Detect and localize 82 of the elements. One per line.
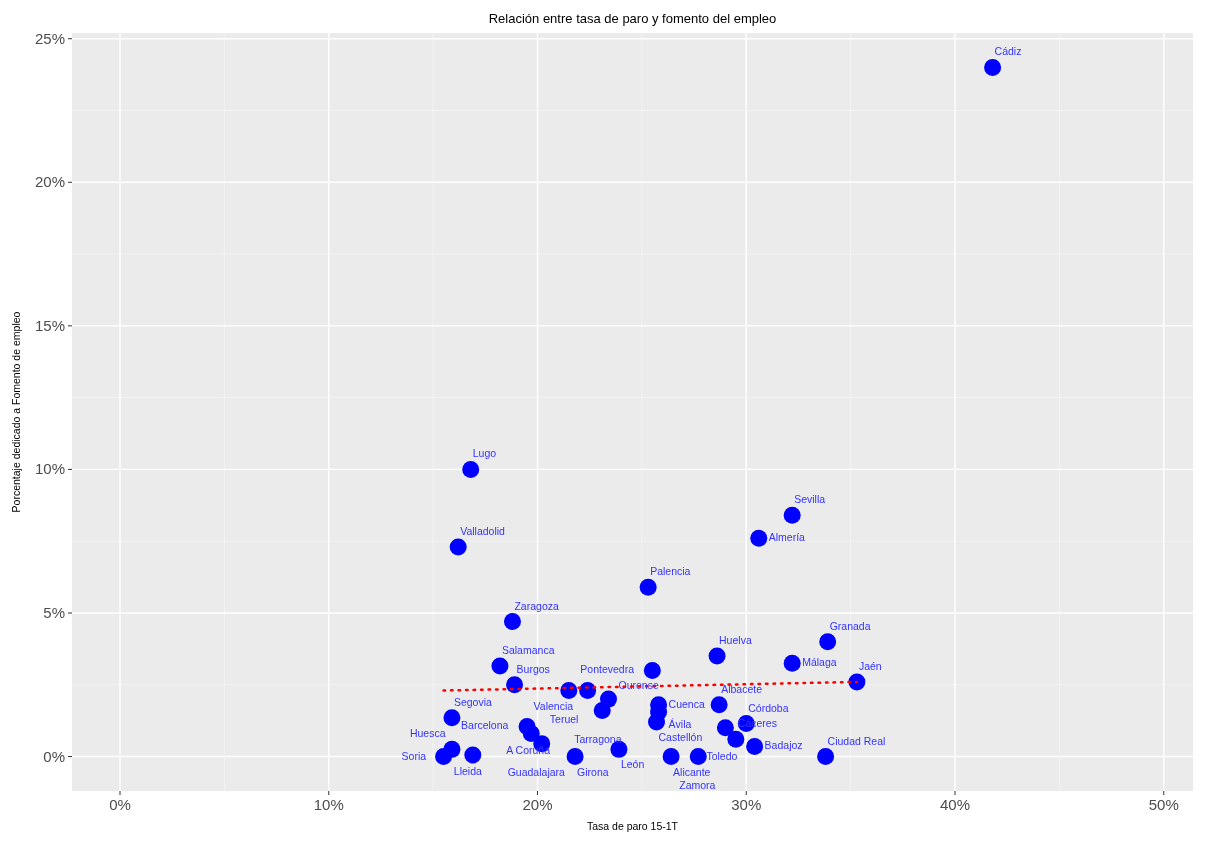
annotation: Málaga <box>802 656 837 669</box>
annotation: Girona <box>577 765 609 778</box>
point <box>783 506 801 524</box>
chart-title: Relación entre tasa de paro y fomento del empleo <box>488 11 777 26</box>
point <box>783 654 801 672</box>
annotation: Huesca <box>409 727 446 740</box>
point <box>708 647 726 665</box>
annotation: Salamanca <box>501 644 555 657</box>
annotation: Huelva <box>719 634 752 647</box>
x-tick-label: 40% <box>940 796 971 813</box>
y-tick-label: 15% <box>34 316 65 334</box>
annotation: Pontevedra <box>580 663 635 676</box>
point <box>662 748 680 766</box>
y-tick-label: 10% <box>34 460 65 478</box>
annotation: León <box>620 758 645 771</box>
point <box>522 725 540 743</box>
annotation: Zaragoza <box>514 599 559 612</box>
point <box>462 460 480 478</box>
annotation: Lleida <box>453 765 482 778</box>
annotation: Sevilla <box>794 493 826 506</box>
annotation: Valencia <box>533 699 574 712</box>
annotation: Ciudad Real <box>827 734 886 747</box>
point <box>648 713 666 731</box>
annotation: A Coruña <box>506 743 551 756</box>
point <box>746 738 764 755</box>
point <box>566 748 584 766</box>
annotation: Ávila <box>668 718 692 731</box>
y-tick-label: 5% <box>43 603 65 621</box>
annotation: Teruel <box>549 712 579 725</box>
annotation: Almería <box>768 531 806 544</box>
annotation: Cádiz <box>994 45 1022 58</box>
point <box>579 682 597 700</box>
y-tick-label: 20% <box>34 173 65 191</box>
y-tick-label: 0% <box>43 747 65 765</box>
point <box>984 58 1002 76</box>
annotation: Zamora <box>679 778 716 791</box>
annotation: Granada <box>829 619 871 632</box>
point <box>639 578 657 596</box>
point <box>727 730 745 748</box>
x-axis-title: Tasa de paro 15-1T <box>586 820 679 832</box>
annotation: Tarragona <box>574 732 622 745</box>
annotation: Soria <box>401 749 427 762</box>
annotation: Valladolid <box>460 524 506 537</box>
annotation: Guadalajara <box>507 765 566 778</box>
annotation: Alicante <box>673 765 711 778</box>
annotation: Cuenca <box>668 697 705 710</box>
point <box>449 538 467 556</box>
annotation: Lugo <box>472 447 497 460</box>
point <box>491 657 509 675</box>
point <box>819 633 837 651</box>
point <box>560 682 578 700</box>
annotation: Ourense <box>618 679 659 692</box>
point <box>464 746 482 764</box>
annotation: Albacete <box>721 682 763 695</box>
point <box>443 709 461 727</box>
point <box>716 719 734 737</box>
annotation: Segovia <box>453 695 493 708</box>
point <box>503 613 521 631</box>
x-tick-label: 30% <box>731 796 762 813</box>
annotation: Burgos <box>516 662 550 675</box>
point <box>689 748 707 766</box>
point <box>593 702 611 720</box>
y-tick-label: 25% <box>34 29 65 47</box>
annotation: Toledo <box>706 749 738 762</box>
annotation: Castellón <box>658 731 703 744</box>
point <box>848 673 866 691</box>
y-axis-title: Porcentaje dedicado a Fomento de empleo <box>10 311 22 513</box>
annotation: Córdoba <box>748 701 789 714</box>
annotation: Jaén <box>858 659 882 672</box>
point <box>817 748 835 766</box>
point <box>435 748 453 766</box>
annotation: Barcelona <box>461 719 509 732</box>
annotation: Palencia <box>650 565 691 578</box>
x-tick-label: 20% <box>522 796 553 813</box>
point <box>643 661 661 679</box>
x-tick-label: 10% <box>313 796 344 813</box>
point <box>710 696 728 714</box>
x-tick-label: 0% <box>109 796 131 813</box>
annotation: Badajoz <box>764 739 803 752</box>
x-tick-label: 50% <box>1148 796 1179 813</box>
point <box>506 676 524 694</box>
point <box>750 529 768 547</box>
